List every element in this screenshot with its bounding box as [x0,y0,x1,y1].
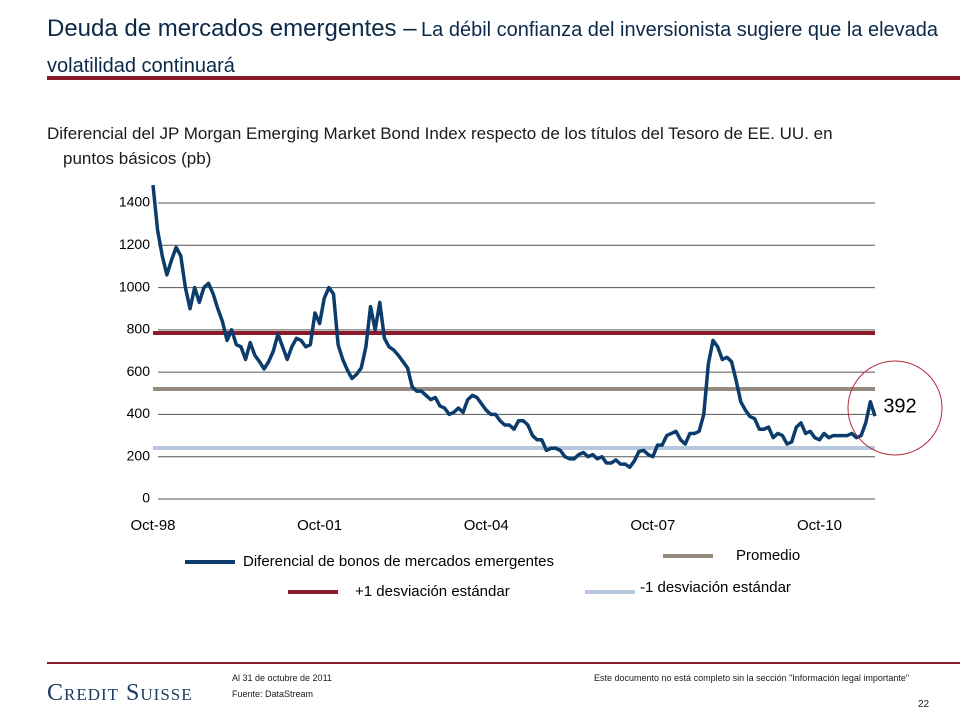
annotation-label: 392 [883,395,916,417]
x-tick-label: Oct-07 [630,517,675,534]
logo: Credit Suisse [47,680,193,706]
legend-label: Diferencial de bonos de mercados emergen… [243,553,554,570]
y-tick-label: 200 [127,447,151,463]
data-line [151,184,877,470]
title-rest: La débil confianza del inversionista sug… [47,19,939,77]
x-tick-label: Oct-01 [297,517,342,534]
footer-date: Al 31 de octubre de 2011 [232,673,332,683]
legend-label: -1 desviación estándar [640,579,791,596]
y-tick-label: 1000 [119,278,150,294]
y-tick-label: 1400 [119,194,150,210]
title-rule [47,76,960,80]
chart-subtitle: Diferencial del JP Morgan Emerging Marke… [47,124,833,168]
x-tick-label: Oct-10 [797,517,842,534]
y-tick-label: 1200 [119,236,150,252]
x-tick-label: Oct-04 [464,517,509,534]
footer-disclaimer: Este documento no está completo sin la s… [594,673,910,683]
annotation-circle [847,360,943,456]
y-tick-label: 600 [127,363,151,379]
y-tick-label: 0 [142,490,150,506]
legend-label: Promedio [736,547,800,564]
page-number: 22 [918,699,930,710]
y-tick-label: 800 [127,321,151,337]
slide-title: Deuda de mercados emergentes – La débil … [47,12,957,85]
y-tick-label: 400 [127,405,151,421]
footer-rule [47,662,960,664]
title-main: Deuda de mercados emergentes – [47,15,417,42]
legend-label: +1 desviación estándar [355,583,510,600]
footer-source: Fuente: DataStream [232,689,314,699]
x-tick-label: Oct-98 [130,517,175,534]
